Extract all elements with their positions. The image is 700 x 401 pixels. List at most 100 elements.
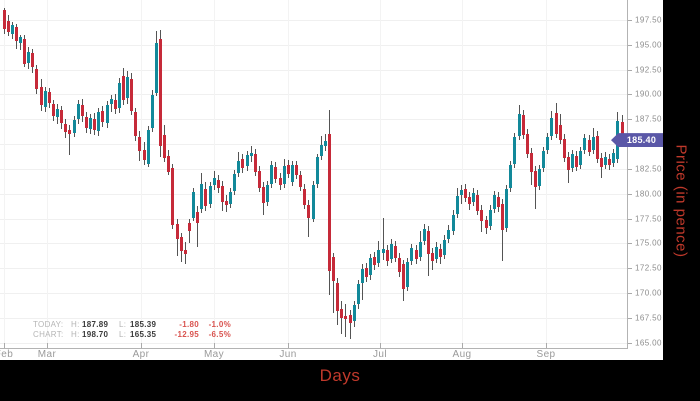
candle[interactable] <box>472 192 476 202</box>
candle[interactable] <box>480 209 484 222</box>
candle[interactable] <box>513 137 517 164</box>
candle[interactable] <box>562 139 566 158</box>
candle[interactable] <box>101 111 105 123</box>
candle[interactable] <box>319 145 323 156</box>
candle[interactable] <box>459 189 463 195</box>
candle[interactable] <box>398 258 402 273</box>
candle[interactable] <box>402 264 406 289</box>
candle[interactable] <box>538 168 542 186</box>
candle[interactable] <box>488 209 492 227</box>
candle[interactable] <box>410 248 414 262</box>
candle[interactable] <box>468 196 472 204</box>
candle[interactable] <box>311 184 315 219</box>
candle[interactable] <box>51 104 55 117</box>
candle[interactable] <box>237 160 241 173</box>
candle[interactable] <box>216 179 220 188</box>
candle[interactable] <box>579 151 583 165</box>
candle[interactable] <box>200 183 204 209</box>
candle[interactable] <box>377 250 381 264</box>
candle[interactable] <box>105 105 109 124</box>
candle[interactable] <box>542 151 546 168</box>
candle[interactable] <box>224 200 228 205</box>
candle[interactable] <box>422 229 426 242</box>
candle[interactable] <box>27 51 31 63</box>
candle[interactable] <box>595 136 599 159</box>
candle[interactable] <box>373 257 377 266</box>
candle[interactable] <box>212 177 216 185</box>
candle[interactable] <box>352 304 356 321</box>
candle[interactable] <box>6 21 10 32</box>
candle[interactable] <box>476 194 480 211</box>
candle[interactable] <box>249 153 253 156</box>
candle[interactable] <box>604 156 608 165</box>
candle[interactable] <box>583 138 587 151</box>
candle[interactable] <box>175 224 179 240</box>
candle[interactable] <box>546 137 550 151</box>
candle[interactable] <box>113 100 117 110</box>
candle[interactable] <box>60 110 64 124</box>
candle[interactable] <box>171 167 175 226</box>
candle[interactable] <box>80 105 84 117</box>
candle[interactable] <box>208 185 212 204</box>
candle[interactable] <box>253 154 257 172</box>
candle[interactable] <box>126 76 130 99</box>
candle[interactable] <box>142 150 146 160</box>
candle[interactable] <box>360 269 364 283</box>
candle[interactable] <box>608 158 612 165</box>
candle[interactable] <box>134 112 138 137</box>
candle[interactable] <box>509 164 513 188</box>
candle[interactable] <box>18 36 22 43</box>
candle[interactable] <box>336 283 340 311</box>
candle[interactable] <box>484 220 488 229</box>
candle[interactable] <box>591 137 595 151</box>
candle[interactable] <box>97 112 101 132</box>
candle[interactable] <box>183 250 187 255</box>
candle[interactable] <box>233 173 237 191</box>
candle[interactable] <box>558 125 562 141</box>
candle[interactable] <box>196 211 200 224</box>
candle[interactable] <box>443 240 447 256</box>
candle[interactable] <box>381 249 385 254</box>
candle[interactable] <box>529 153 533 172</box>
candle[interactable] <box>43 91 47 108</box>
candle[interactable] <box>89 118 93 130</box>
candle[interactable] <box>192 191 196 218</box>
candle[interactable] <box>14 26 18 41</box>
candle[interactable] <box>385 250 389 262</box>
candle[interactable] <box>414 250 418 260</box>
candle[interactable] <box>575 155 579 167</box>
candle[interactable] <box>406 262 410 287</box>
candle[interactable] <box>393 246 397 259</box>
candle[interactable] <box>435 247 439 260</box>
candle[interactable] <box>138 137 142 152</box>
candle[interactable] <box>93 119 97 131</box>
candle[interactable] <box>418 242 422 258</box>
candle[interactable] <box>587 140 591 153</box>
candle[interactable] <box>323 141 327 147</box>
candle[interactable] <box>68 130 72 135</box>
candle[interactable] <box>278 177 282 185</box>
candle[interactable] <box>262 186 266 203</box>
candle[interactable] <box>571 154 575 168</box>
candle[interactable] <box>241 158 245 168</box>
candle[interactable] <box>525 134 529 154</box>
candle[interactable] <box>64 124 68 133</box>
candle[interactable] <box>307 204 311 218</box>
candle[interactable] <box>76 104 80 120</box>
candle[interactable] <box>220 185 224 202</box>
candle[interactable] <box>10 25 14 34</box>
plot-area[interactable] <box>0 0 628 349</box>
candle[interactable] <box>167 155 171 172</box>
candle[interactable] <box>430 253 434 262</box>
candle[interactable] <box>533 170 537 187</box>
candle[interactable] <box>505 188 509 229</box>
candle[interactable] <box>356 283 360 304</box>
candle[interactable] <box>84 117 88 129</box>
candle[interactable] <box>492 194 496 209</box>
candle[interactable] <box>146 130 150 164</box>
candle[interactable] <box>447 230 451 240</box>
candle[interactable] <box>274 166 278 179</box>
candle[interactable] <box>130 78 134 112</box>
candle[interactable] <box>369 258 373 276</box>
candle[interactable] <box>340 308 344 318</box>
